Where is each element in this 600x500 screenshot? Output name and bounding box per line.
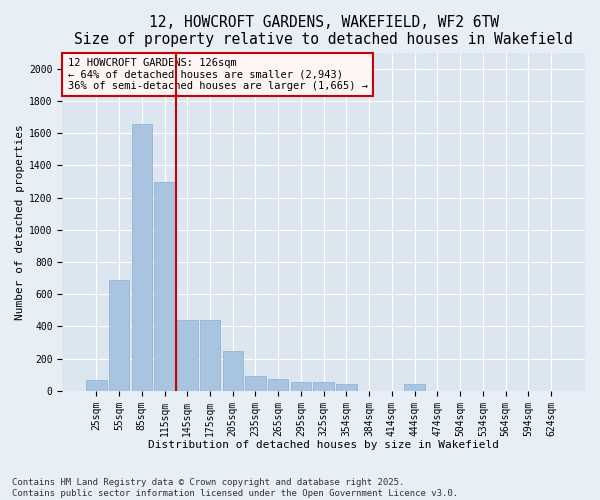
Bar [245,376,266,391]
Bar [291,382,311,391]
Text: 12 HOWCROFT GARDENS: 126sqm
← 64% of detached houses are smaller (2,943)
36% of : 12 HOWCROFT GARDENS: 126sqm ← 64% of det… [68,58,368,91]
Bar [200,320,220,391]
Bar [131,124,152,391]
Title: 12, HOWCROFT GARDENS, WAKEFIELD, WF2 6TW
Size of property relative to detached h: 12, HOWCROFT GARDENS, WAKEFIELD, WF2 6TW… [74,15,573,48]
X-axis label: Distribution of detached houses by size in Wakefield: Distribution of detached houses by size … [148,440,499,450]
Bar [154,182,175,391]
Bar [336,384,356,391]
Bar [404,384,425,391]
Bar [268,379,289,391]
Bar [223,350,243,391]
Bar [177,320,197,391]
Y-axis label: Number of detached properties: Number of detached properties [15,124,25,320]
Text: Contains HM Land Registry data © Crown copyright and database right 2025.
Contai: Contains HM Land Registry data © Crown c… [12,478,458,498]
Bar [86,380,107,391]
Bar [313,382,334,391]
Bar [109,280,130,391]
